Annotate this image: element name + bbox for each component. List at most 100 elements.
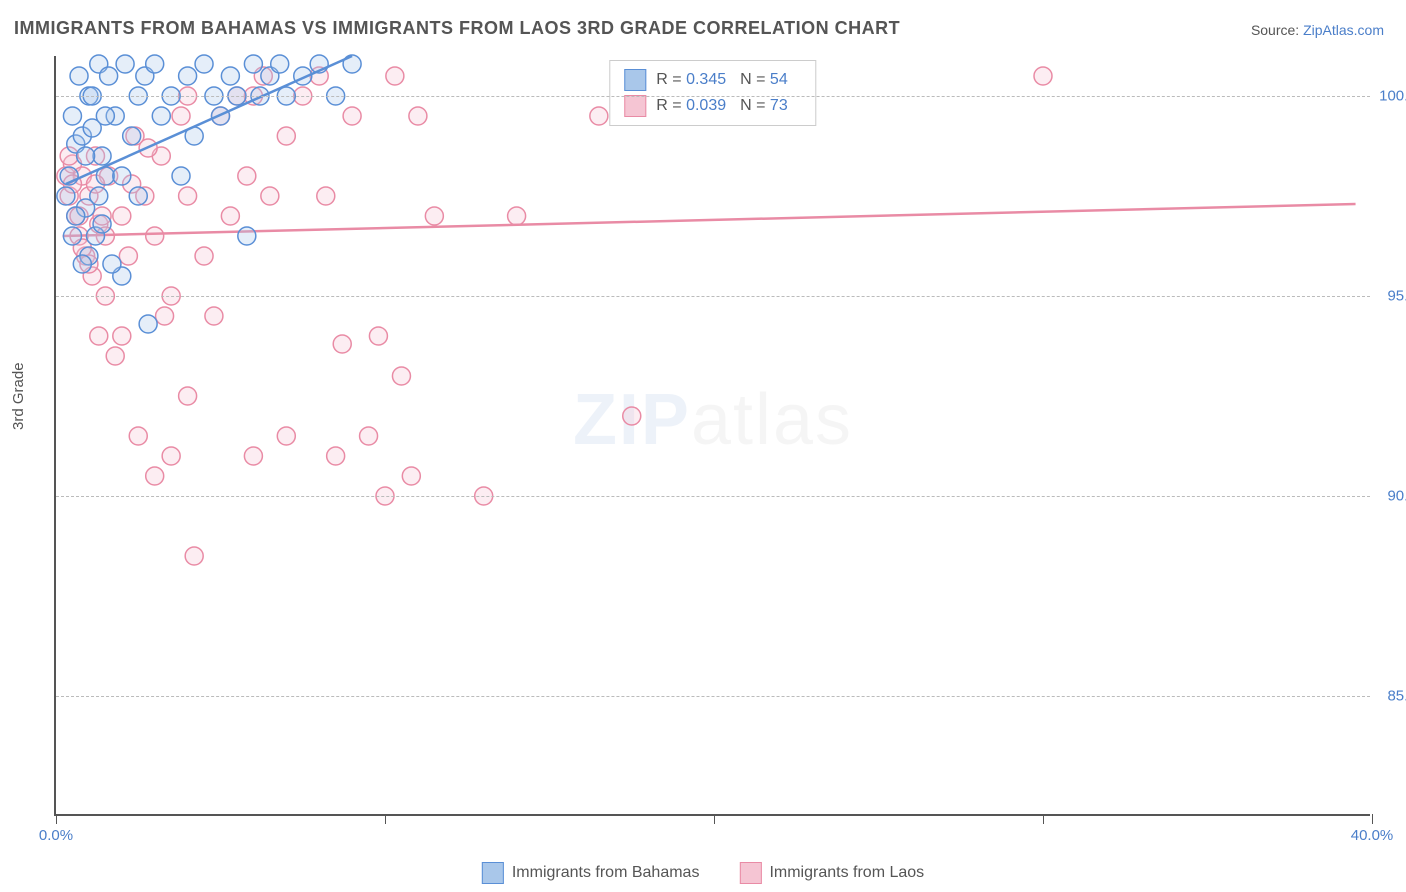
data-point: [244, 447, 262, 465]
data-point: [96, 107, 114, 125]
ytick-label: 95.0%: [1375, 288, 1406, 305]
gridline-h: [56, 496, 1370, 497]
gridline-h: [56, 696, 1370, 697]
data-point: [317, 187, 335, 205]
data-point: [623, 407, 641, 425]
data-point: [343, 107, 361, 125]
data-point: [369, 327, 387, 345]
data-point: [57, 187, 75, 205]
data-point: [67, 207, 85, 225]
stats-legend: R = 0.345 N = 54 R = 0.039 N = 73: [609, 60, 816, 126]
swatch-laos: [739, 862, 761, 884]
trend-line: [63, 204, 1356, 236]
data-point: [195, 247, 213, 265]
data-point: [221, 67, 239, 85]
stats-row-bahamas: R = 0.345 N = 54: [624, 67, 801, 93]
data-point: [93, 147, 111, 165]
chart-svg: [56, 56, 1370, 814]
data-point: [146, 55, 164, 73]
data-point: [402, 467, 420, 485]
data-point: [508, 207, 526, 225]
data-point: [123, 127, 141, 145]
data-point: [70, 67, 88, 85]
data-point: [425, 207, 443, 225]
chart-title: IMMIGRANTS FROM BAHAMAS VS IMMIGRANTS FR…: [14, 18, 900, 39]
r-value-bahamas: 0.345: [686, 71, 726, 88]
ytick-label: 90.0%: [1375, 488, 1406, 505]
data-point: [195, 55, 213, 73]
data-point: [63, 227, 81, 245]
data-point: [90, 327, 108, 345]
data-point: [116, 55, 134, 73]
legend-label-laos: Immigrants from Laos: [769, 864, 924, 882]
gridline-h: [56, 96, 1370, 97]
xtick: [1043, 814, 1044, 824]
legend-item-laos: Immigrants from Laos: [739, 862, 924, 884]
data-point: [103, 255, 121, 273]
data-point: [100, 67, 118, 85]
n-label: N =: [740, 97, 770, 114]
plot-area: ZIPatlas R = 0.345N = 54 R = 0.039N = 73…: [54, 56, 1370, 816]
bottom-legend: Immigrants from Bahamas Immigrants from …: [482, 862, 924, 884]
data-point: [261, 187, 279, 205]
ytick-label: 85.0%: [1375, 688, 1406, 705]
swatch-bahamas: [624, 69, 646, 91]
data-point: [146, 227, 164, 245]
data-point: [179, 67, 197, 85]
source-label: Source:: [1251, 22, 1303, 38]
r-label: R =: [656, 71, 686, 88]
data-point: [93, 215, 111, 233]
xtick: [1372, 814, 1373, 824]
data-point: [386, 67, 404, 85]
data-point: [360, 427, 378, 445]
data-point: [113, 327, 131, 345]
data-point: [63, 107, 81, 125]
data-point: [129, 187, 147, 205]
data-point: [333, 335, 351, 353]
r-value-laos: 0.039: [686, 97, 726, 114]
data-point: [590, 107, 608, 125]
n-value-bahamas: 54: [770, 71, 788, 88]
xtick-label: 0.0%: [39, 827, 73, 844]
data-point: [162, 447, 180, 465]
data-point: [409, 107, 427, 125]
data-point: [156, 307, 174, 325]
data-point: [146, 467, 164, 485]
xtick: [385, 814, 386, 824]
data-point: [119, 247, 137, 265]
data-point: [277, 127, 295, 145]
data-point: [271, 55, 289, 73]
data-point: [244, 55, 262, 73]
data-point: [139, 315, 157, 333]
data-point: [1034, 67, 1052, 85]
ytick-label: 100.0%: [1375, 88, 1406, 105]
data-point: [113, 207, 131, 225]
data-point: [221, 207, 239, 225]
n-label: N =: [740, 71, 770, 88]
data-point: [185, 547, 203, 565]
swatch-bahamas: [482, 862, 504, 884]
data-point: [179, 387, 197, 405]
data-point: [152, 107, 170, 125]
data-point: [113, 167, 131, 185]
n-value-laos: 73: [770, 97, 788, 114]
xtick-label: 40.0%: [1351, 827, 1394, 844]
data-point: [179, 187, 197, 205]
gridline-h: [56, 296, 1370, 297]
data-point: [172, 167, 190, 185]
data-point: [392, 367, 410, 385]
xtick: [56, 814, 57, 824]
data-point: [327, 447, 345, 465]
data-point: [106, 347, 124, 365]
source-link[interactable]: ZipAtlas.com: [1303, 22, 1384, 38]
swatch-laos: [624, 95, 646, 117]
data-point: [238, 227, 256, 245]
legend-item-bahamas: Immigrants from Bahamas: [482, 862, 700, 884]
data-point: [205, 307, 223, 325]
r-label: R =: [656, 97, 686, 114]
data-point: [172, 107, 190, 125]
data-point: [77, 147, 95, 165]
data-point: [277, 427, 295, 445]
data-point: [90, 187, 108, 205]
source-attribution: Source: ZipAtlas.com: [1251, 22, 1384, 38]
